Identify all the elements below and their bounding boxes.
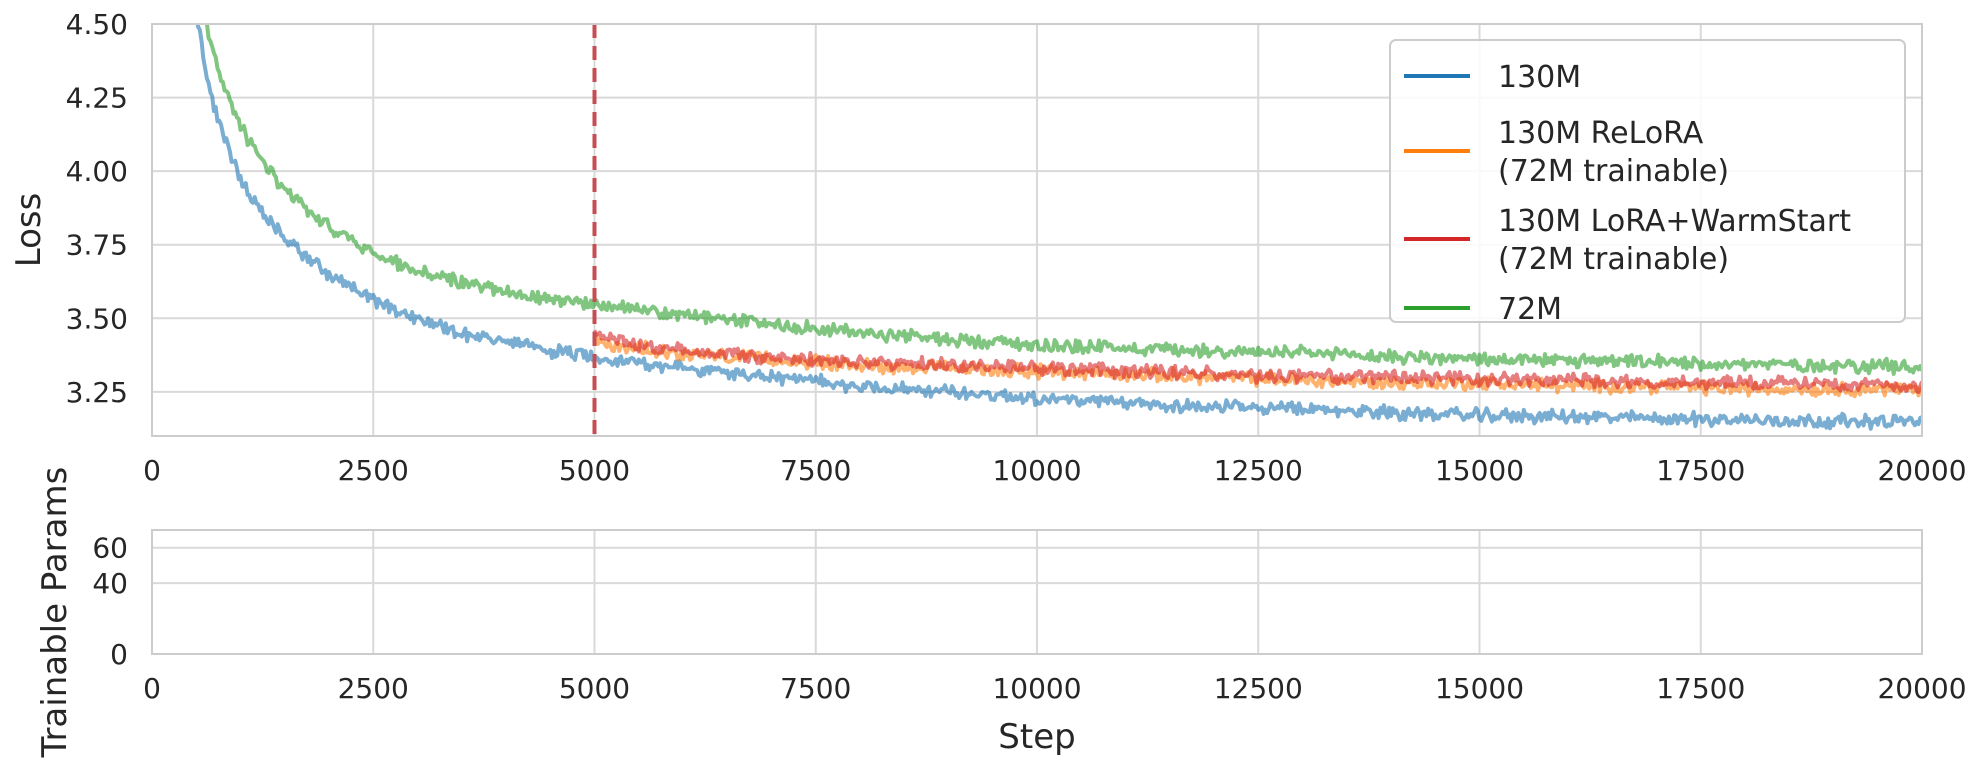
legend: 130M 130M ReLoRA (72M trainable) 130M LoRA+… xyxy=(1389,39,1906,327)
params-x-tick-labels: 0 2500 5000 7500 10000 12500 15000 17500 20000 xyxy=(143,672,1966,705)
series-line-2 xyxy=(592,329,1922,394)
params-plot: 0 2500 5000 7500 10000 12500 15000 17500 20000 0… xyxy=(35,467,1967,759)
loss-y-tick-label: 3.50 xyxy=(66,302,128,335)
loss-x-tick-labels: 0 2500 5000 7500 10000 12500 15000 17500 20000 xyxy=(143,454,1966,487)
params-y-tick-label: 0 xyxy=(110,638,128,671)
legend-label-2: 130M LoRA+WarmStart (72M trainable) xyxy=(1498,204,1851,277)
loss-x-tick-label: 0 xyxy=(143,454,161,487)
loss-plot-frame xyxy=(151,23,1923,437)
loss-y-tick-label: 4.50 xyxy=(66,8,128,41)
params-x-axis-label: Step xyxy=(998,717,1075,757)
params-x-tick-label: 10000 xyxy=(992,672,1081,705)
params-x-tick-label: 12500 xyxy=(1214,672,1303,705)
params-y-axis-label: Trainable Params xyxy=(35,467,75,759)
params-x-tick-label: 17500 xyxy=(1656,672,1745,705)
params-y-tick-label: 40 xyxy=(92,567,128,600)
params-x-tick-label: 5000 xyxy=(559,672,630,705)
params-x-tick-label: 2500 xyxy=(338,672,409,705)
loss-y-tick-label: 4.00 xyxy=(66,155,128,188)
loss-x-tick-label: 12500 xyxy=(1214,454,1303,487)
params-grid xyxy=(151,530,1923,655)
loss-y-tick-label: 3.75 xyxy=(66,229,128,262)
params-x-tick-label: 0 xyxy=(143,672,161,705)
loss-y-tick-labels: 3.25 3.50 3.75 4.00 4.25 4.50 xyxy=(66,8,128,409)
loss-x-tick-label: 7500 xyxy=(780,454,851,487)
series-line-0 xyxy=(195,24,1922,431)
loss-x-tick-label: 20000 xyxy=(1877,454,1966,487)
legend-label-1: 130M ReLoRA (72M trainable) xyxy=(1498,116,1729,189)
legend-label-0: 130M xyxy=(1498,60,1581,95)
loss-y-tick-label: 3.25 xyxy=(66,376,128,409)
params-y-tick-label: 60 xyxy=(92,532,128,565)
loss-x-tick-label: 10000 xyxy=(992,454,1081,487)
params-x-tick-label: 15000 xyxy=(1435,672,1524,705)
loss-x-tick-label: 15000 xyxy=(1435,454,1524,487)
loss-y-axis-label: Loss xyxy=(9,193,49,268)
params-x-tick-label: 20000 xyxy=(1877,672,1966,705)
params-x-tick-label: 7500 xyxy=(780,672,851,705)
loss-x-tick-label: 5000 xyxy=(559,454,630,487)
loss-plot: 0 2500 5000 7500 10000 12500 15000 17500 20000 3… xyxy=(9,8,1967,487)
loss-x-tick-label: 17500 xyxy=(1656,454,1745,487)
legend-label-3: 72M xyxy=(1498,292,1562,327)
loss-y-tick-label: 4.25 xyxy=(66,82,128,115)
loss-series-group xyxy=(195,24,1922,431)
series-line-3 xyxy=(204,24,1922,376)
loss-x-tick-label: 2500 xyxy=(338,454,409,487)
params-plot-frame xyxy=(151,529,1923,655)
legend-box xyxy=(1389,39,1906,323)
